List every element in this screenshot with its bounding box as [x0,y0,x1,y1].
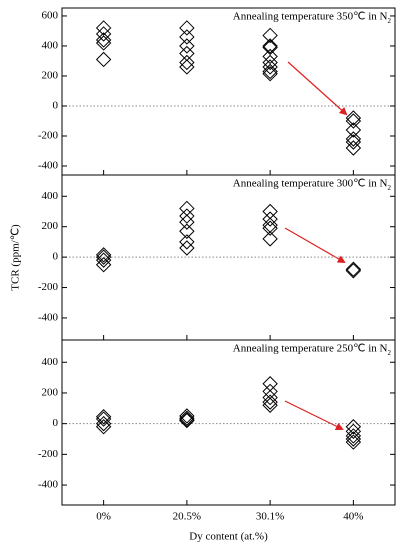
marker [262,231,278,247]
marker [345,113,362,129]
plot-frame [61,339,396,506]
marker [95,411,112,427]
x-tick-label: 20.5% [173,511,201,523]
x-tick-label: 40% [343,511,363,523]
annotation: Annealing temperature 300℃ in N2 [233,178,392,192]
marker [345,110,362,126]
marker [179,240,195,256]
y-tick-label: -200 [38,130,59,142]
marker [179,410,195,426]
marker [95,26,112,42]
marker [262,394,278,410]
x-tick-label: 0% [96,511,111,523]
marker [179,59,195,75]
marker [262,59,278,75]
y-tick-label: 0 [53,251,59,263]
marker [262,397,278,413]
marker [262,63,278,80]
marker [345,131,362,147]
y-tick-label: 400 [42,190,59,202]
marker [95,35,112,51]
marker [345,428,362,444]
y-tick-label: 400 [42,39,59,51]
marker [345,263,362,279]
y-tick-label: 200 [42,70,59,82]
marker [95,51,112,68]
marker [262,27,278,44]
arrow [287,61,348,116]
marker [345,431,362,447]
marker [262,220,278,236]
marker [95,32,112,48]
y-tick-label: -200 [38,448,59,460]
marker [95,257,112,273]
marker [262,39,278,56]
arrow [284,227,346,263]
marker [179,20,195,36]
marker [95,249,112,265]
annotation: Annealing temperature 250℃ in N2 [233,343,392,357]
marker [179,412,195,429]
y-tick-label: 0 [53,100,59,112]
marker [179,412,195,428]
y-tick-label: -200 [38,281,59,293]
y-tick-label: 200 [42,220,59,232]
y-tick-label: -400 [38,160,59,172]
y-tick-label: 600 [42,9,59,21]
marker [345,140,362,156]
marker [179,234,195,250]
x-tick-label: 30.1% [256,511,284,523]
marker [179,208,195,224]
marker [345,419,362,435]
marker [95,247,112,263]
marker [95,415,112,432]
marker [345,134,362,150]
y-tick-label: 400 [42,356,59,368]
marker [179,38,195,54]
y-tick-label: -400 [38,311,59,323]
x-axis-label: Dy content (at.%) [189,531,268,543]
marker [179,223,195,239]
marker [95,20,112,36]
marker [179,29,195,45]
y-tick-label: 200 [42,386,59,398]
marker [95,409,112,425]
marker [262,66,278,82]
marker [179,408,195,424]
annotation: Annealing temperature 350℃ in N2 [233,11,392,25]
marker [345,261,362,277]
marker [262,48,278,65]
y-tick-label: -400 [38,479,59,491]
marker [345,434,362,450]
plot-frame [61,7,396,176]
marker [179,54,195,71]
arrow [284,400,344,430]
y-axis-label: TCR (ppm/℃) [10,224,22,291]
y-tick-label: 0 [53,417,59,429]
marker [179,214,195,230]
marker [262,38,278,54]
marker [345,122,362,138]
marker [262,389,278,406]
marker [95,419,112,435]
marker [95,252,112,268]
marker [262,211,278,227]
marker [262,54,278,71]
marker [345,423,362,440]
